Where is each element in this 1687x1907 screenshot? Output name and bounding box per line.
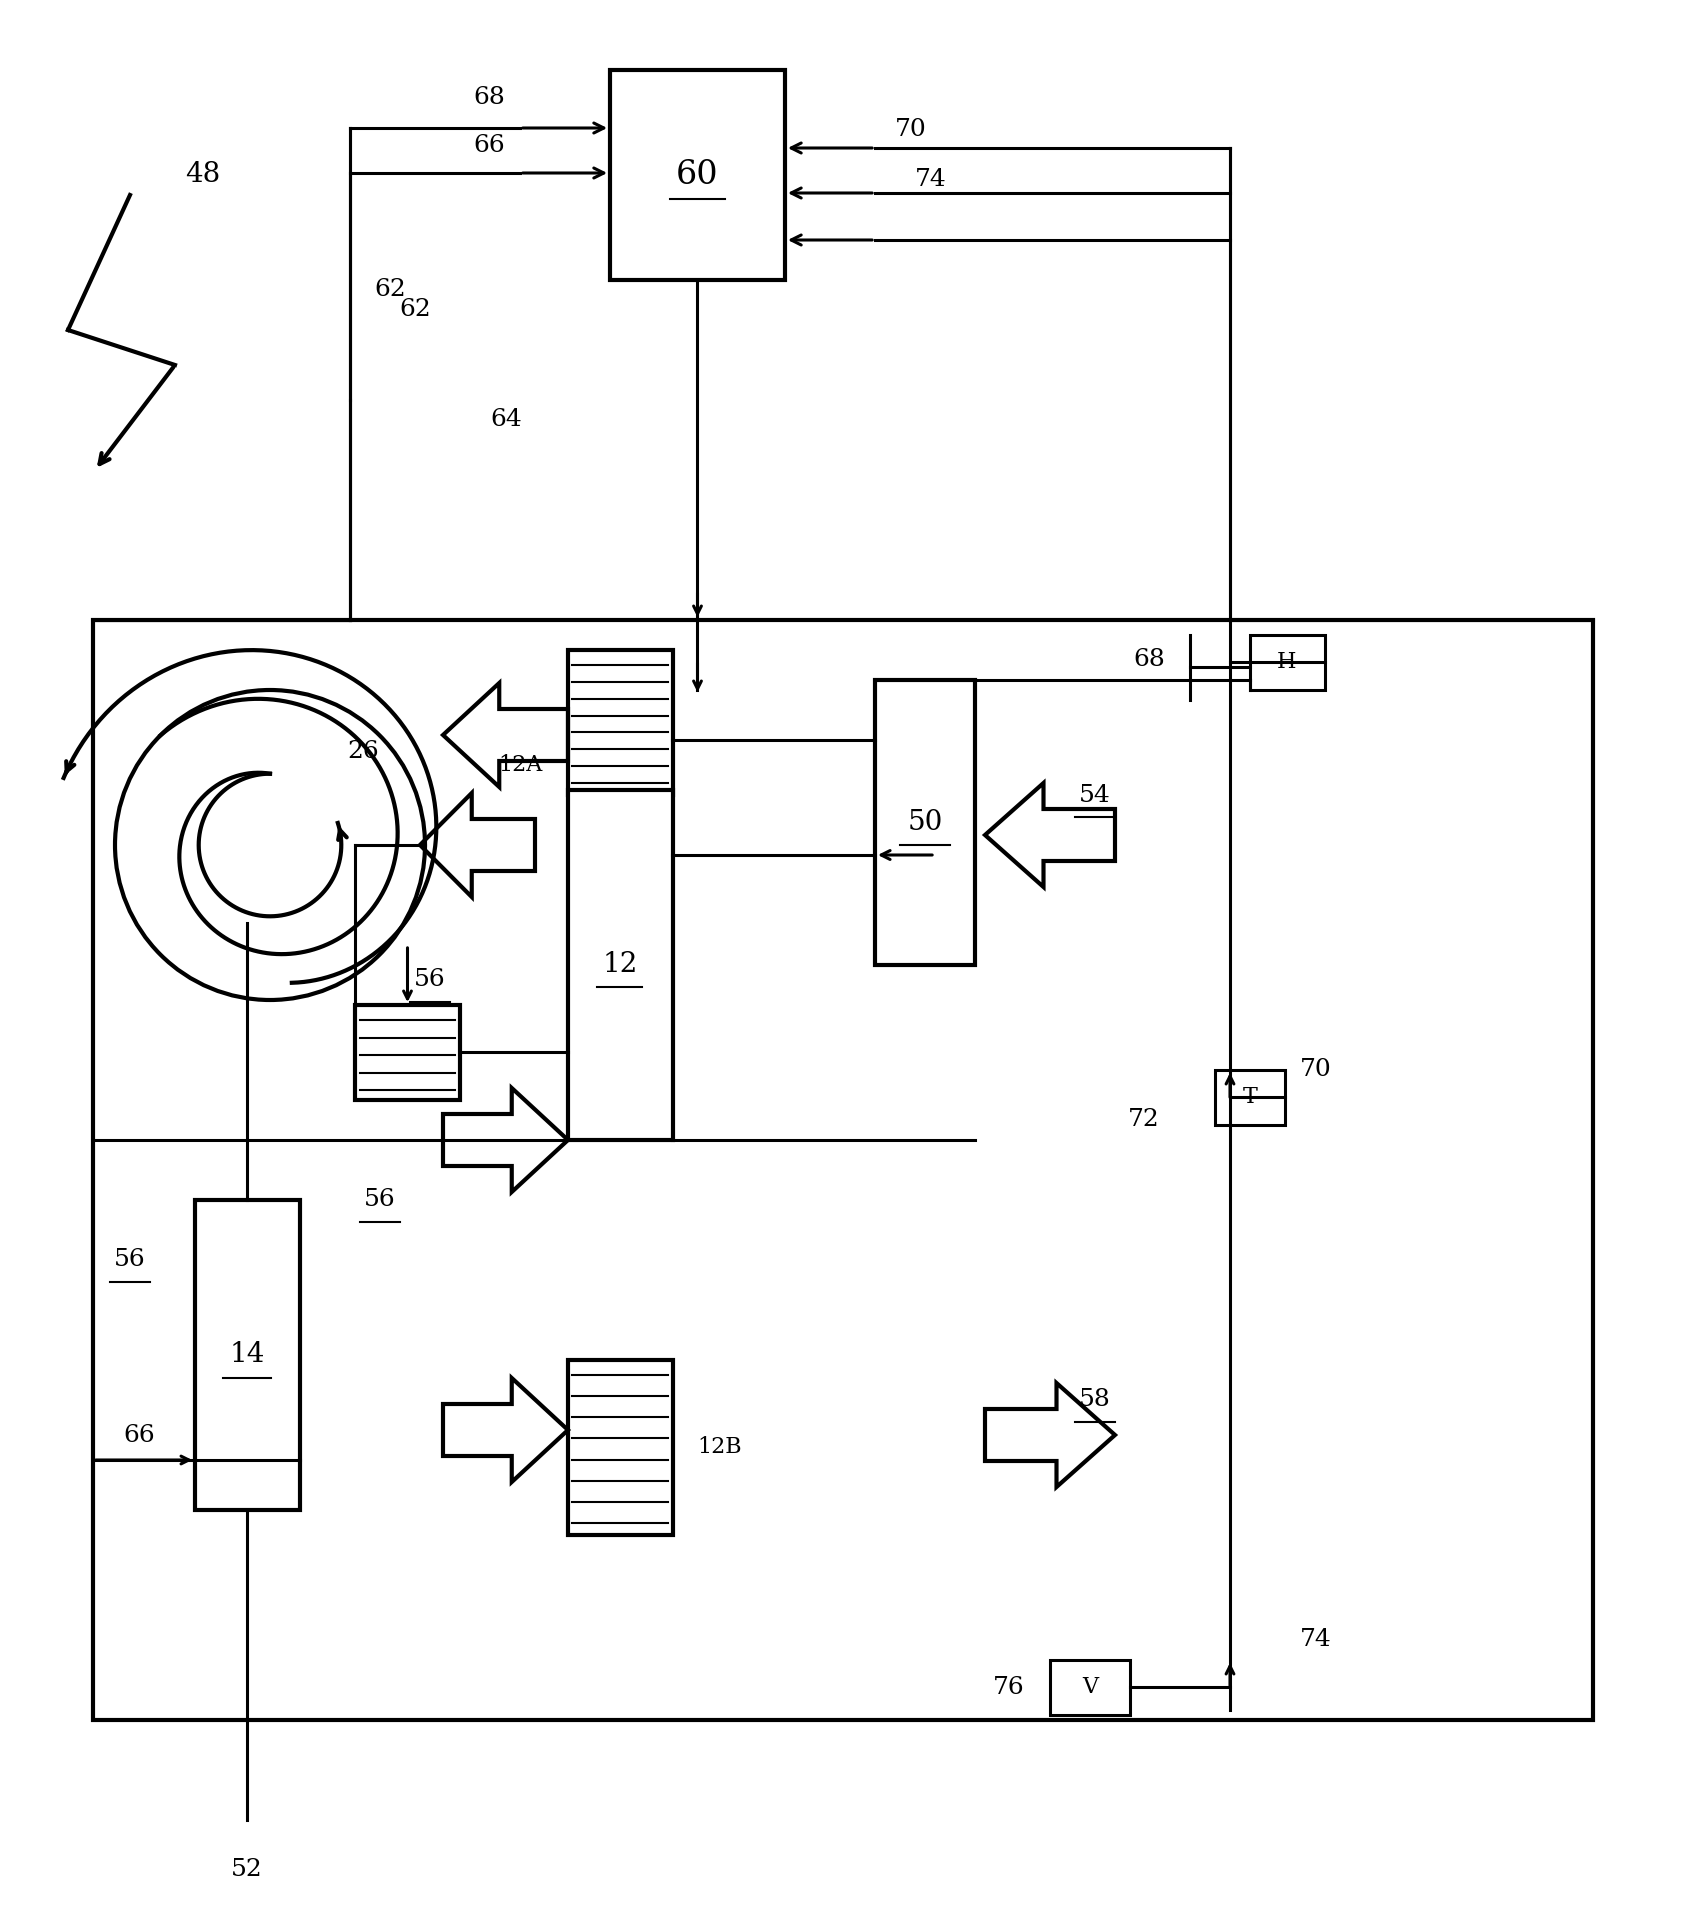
Text: H: H [1277, 650, 1297, 673]
Text: 66: 66 [123, 1423, 155, 1447]
Bar [1215, 1070, 1285, 1125]
Bar [354, 1005, 461, 1100]
Text: 12B: 12B [697, 1436, 742, 1459]
Text: T: T [1243, 1085, 1257, 1108]
Text: 74: 74 [1301, 1629, 1331, 1651]
Bar [1250, 635, 1324, 690]
Text: 66: 66 [474, 133, 504, 156]
Bar [569, 789, 673, 1140]
Text: 68: 68 [1134, 648, 1166, 671]
Text: 62: 62 [400, 299, 430, 322]
Bar [569, 1360, 673, 1535]
Bar [876, 681, 975, 965]
Text: 14: 14 [229, 1341, 265, 1369]
Text: 68: 68 [474, 86, 504, 109]
Text: 56: 56 [115, 1249, 145, 1272]
Bar [1049, 1659, 1130, 1714]
Text: 64: 64 [489, 408, 521, 431]
Text: 70: 70 [896, 118, 926, 141]
Text: 56: 56 [413, 969, 445, 992]
Text: 26: 26 [348, 740, 380, 763]
Text: 72: 72 [1129, 1108, 1161, 1131]
Text: 12A: 12A [499, 753, 543, 776]
Text: V: V [1081, 1676, 1098, 1697]
Text: 70: 70 [1301, 1058, 1331, 1081]
Text: 50: 50 [908, 809, 943, 835]
Text: 52: 52 [231, 1859, 263, 1882]
Text: 58: 58 [1080, 1388, 1110, 1411]
Bar [93, 620, 1593, 1720]
Text: 56: 56 [364, 1188, 396, 1211]
Bar [196, 1200, 300, 1510]
Text: 48: 48 [186, 162, 221, 189]
Bar [569, 650, 673, 795]
Text: 76: 76 [994, 1676, 1026, 1699]
Text: 62: 62 [375, 278, 407, 301]
Bar [611, 71, 784, 280]
Text: 74: 74 [914, 168, 946, 191]
Text: 60: 60 [676, 158, 719, 191]
Text: 54: 54 [1080, 784, 1110, 807]
Text: 12: 12 [602, 952, 638, 978]
